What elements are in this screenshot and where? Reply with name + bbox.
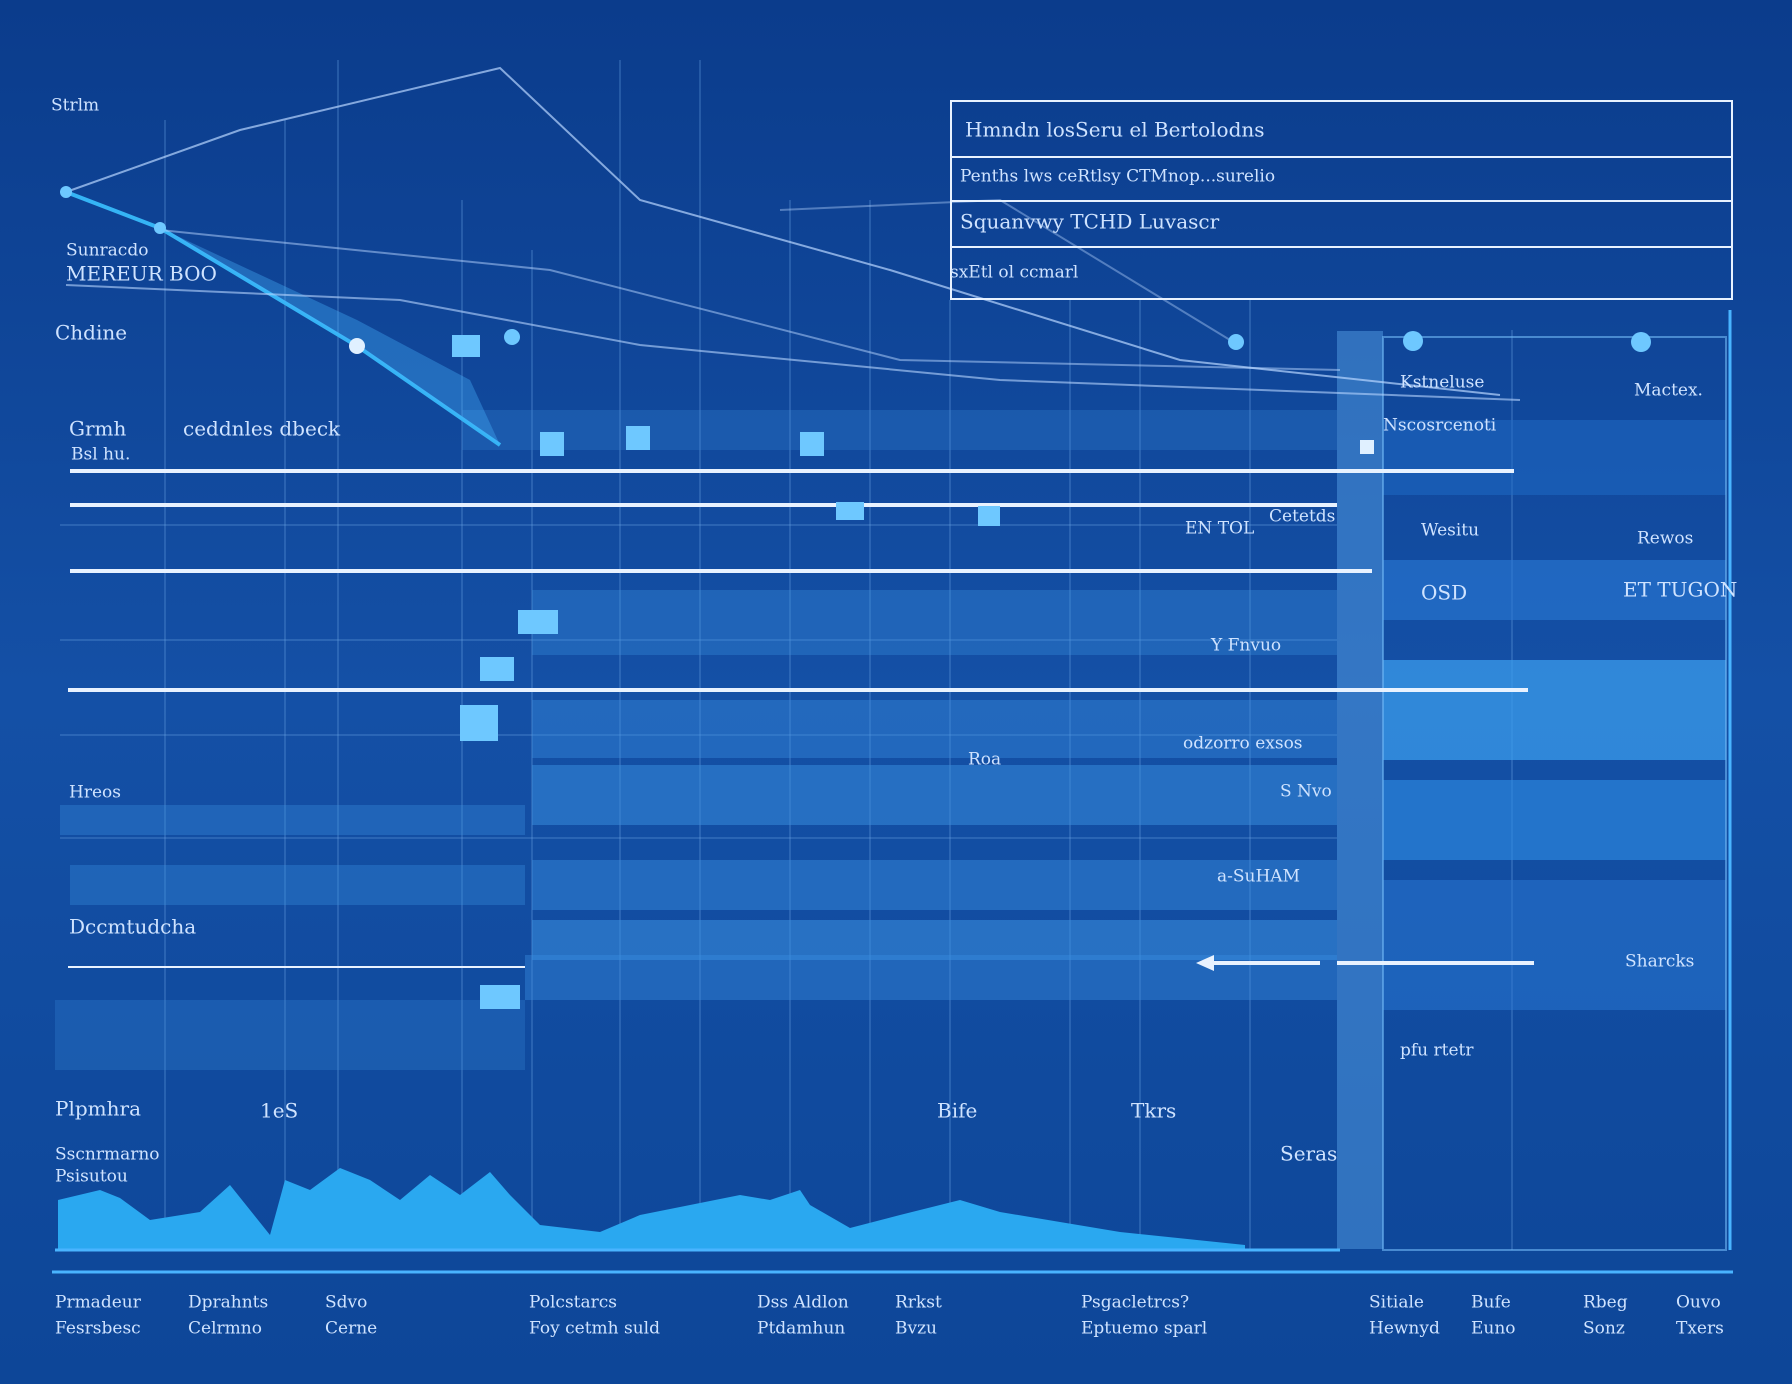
label: Bufe (1471, 1293, 1511, 1313)
label: Mactex. (1634, 381, 1703, 401)
bars (55, 331, 1726, 1249)
label: Rbeg (1583, 1293, 1628, 1313)
label: Psisutou (55, 1167, 128, 1187)
label: Rrkst (895, 1293, 942, 1313)
label: MEREUR BOO (66, 262, 217, 286)
label: Nscosrcenoti (1383, 416, 1497, 436)
label: Sdvo (325, 1293, 367, 1313)
label: odzorro exsos (1183, 734, 1303, 754)
label: Bife (937, 1099, 977, 1123)
label: Sscnrmarno (55, 1145, 160, 1165)
label: ceddnles dbeck (183, 417, 341, 441)
label: Tkrs (1131, 1099, 1176, 1123)
label: Rewos (1637, 529, 1693, 549)
label: Cerne (325, 1319, 377, 1339)
label: Txers (1676, 1319, 1724, 1339)
label: Foy cetmh suld (529, 1319, 660, 1339)
label: a-SuHAM (1217, 867, 1300, 887)
table-cell: Squanvwy TCHD Luvascr (960, 210, 1220, 234)
label: Bvzu (895, 1319, 937, 1339)
label: Hreos (69, 783, 121, 803)
waveform (58, 1168, 1245, 1250)
label: Dss Aldlon (757, 1293, 849, 1313)
label: Wesitu (1421, 521, 1479, 541)
label: Y Fnvuo (1210, 636, 1281, 656)
dots (60, 186, 1651, 1009)
table-cell: Penths lws ceRtlsy CTMnop...surelio (960, 167, 1275, 187)
label: Cetetds (1269, 507, 1335, 527)
label: Plpmhra (55, 1097, 141, 1121)
label: Bsl hu. (71, 445, 130, 465)
label: S Nvo (1280, 782, 1332, 802)
table-cell: sxEtl ol ccmarl (950, 263, 1078, 283)
label: Grmh (69, 417, 127, 441)
label: Sunracdo (66, 241, 148, 261)
label: pfu rtetr (1400, 1041, 1474, 1061)
label: Fesrsbesc (55, 1319, 141, 1339)
trend-lines (65, 66, 1521, 447)
info-table (950, 100, 1733, 300)
label: OSD (1421, 581, 1467, 605)
label: 1eS (260, 1099, 298, 1123)
label: Psgacletrcs? (1081, 1293, 1189, 1313)
label: Ouvo (1676, 1293, 1721, 1313)
label: Euno (1471, 1319, 1516, 1339)
arrow (1196, 955, 1214, 971)
label: Dccmtudcha (69, 915, 196, 939)
label: Chdine (55, 321, 127, 345)
label: Sonz (1583, 1319, 1625, 1339)
label: ET TUGON (1623, 578, 1737, 602)
label: Strlm (51, 96, 99, 116)
label: Sitiale (1369, 1293, 1424, 1313)
label: Dprahnts (188, 1293, 268, 1313)
label: Seras (1280, 1142, 1337, 1166)
label: Prmadeur (55, 1293, 142, 1313)
label: Ptdamhun (757, 1319, 845, 1339)
label: EN TOL (1185, 519, 1254, 539)
label: Eptuemo sparl (1081, 1319, 1207, 1339)
label: Polcstarcs (529, 1293, 617, 1313)
label: Sharcks (1625, 952, 1694, 972)
label: Kstneluse (1400, 373, 1484, 393)
label: Celrmno (188, 1319, 262, 1339)
white-lines (68, 469, 1534, 968)
table-cell: Hmndn losSeru el Bertolodns (965, 118, 1265, 142)
label: Hewnyd (1369, 1319, 1440, 1339)
label: Roa (968, 750, 1001, 770)
right-panel (1382, 336, 1727, 1251)
